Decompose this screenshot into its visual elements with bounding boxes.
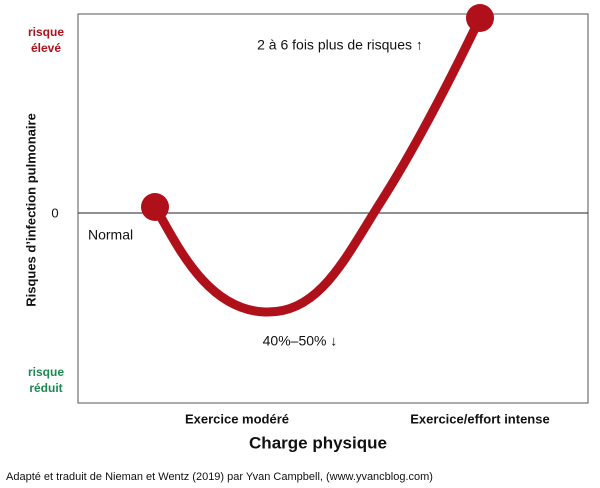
- start-dot: [141, 193, 169, 221]
- x-label: Exercice modéré: [185, 411, 289, 426]
- low-risk-label: réduit: [29, 381, 62, 395]
- low-annotation: 40%–50% ↓: [263, 333, 338, 349]
- normal-label: Normal: [88, 227, 133, 243]
- y-axis-title: Risques d’infection pulmonaire: [23, 113, 38, 307]
- high-risk-label: élevé: [31, 41, 61, 55]
- zero-label: 0: [51, 205, 58, 220]
- x-axis-title: Charge physique: [249, 433, 387, 452]
- x-label: Exercice/effort intense: [410, 411, 549, 426]
- caption: Adapté et traduit de Nieman et Wentz (20…: [6, 471, 433, 483]
- low-risk-label: risque: [28, 365, 64, 379]
- plot-frame: [77, 13, 589, 404]
- end-dot: [466, 4, 494, 32]
- high-annotation: 2 à 6 fois plus de risques ↑: [257, 37, 423, 53]
- j-curve: [150, 13, 485, 317]
- high-risk-label: risque: [28, 25, 64, 39]
